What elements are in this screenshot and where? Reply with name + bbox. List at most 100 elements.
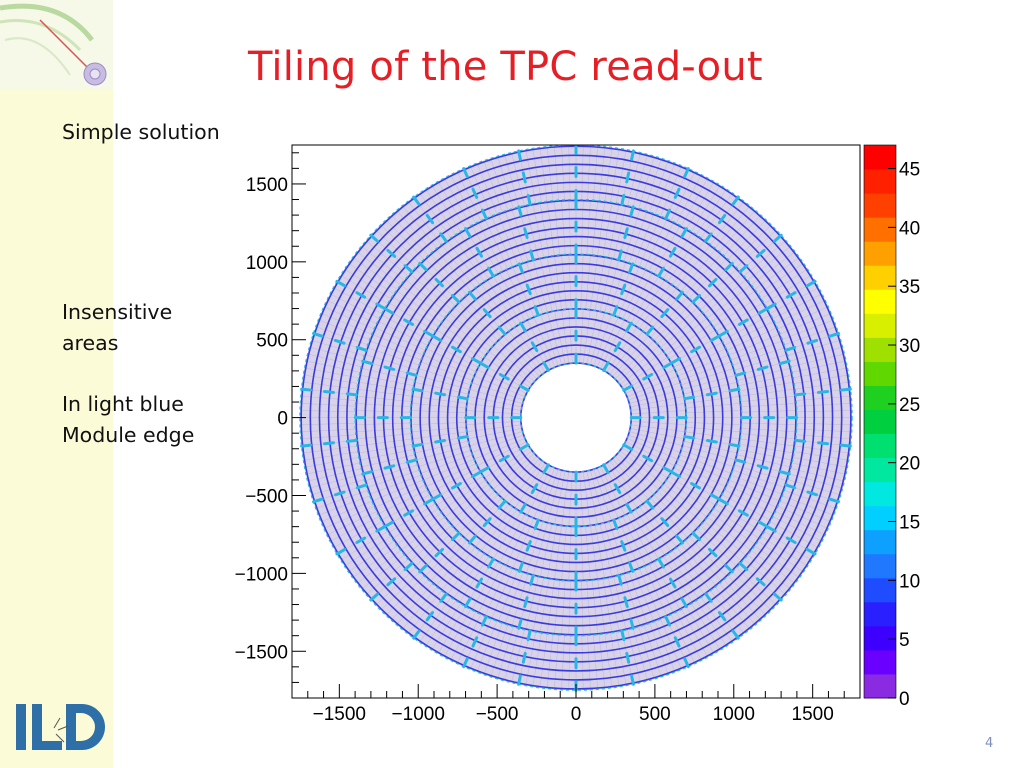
pad-division-line (525, 149, 536, 204)
x-tick-label: 500 (639, 704, 671, 725)
pad-division-line (431, 185, 461, 232)
pad-division-line (790, 353, 845, 367)
pad-division-line (710, 201, 745, 245)
pad-division-line (757, 540, 804, 573)
pad-division-line (610, 148, 620, 203)
colorbar-frame (863, 144, 897, 699)
module-edge (431, 470, 482, 501)
pad-division-line (299, 410, 356, 413)
pad-division-line (782, 319, 834, 340)
pad-division-line (444, 177, 471, 227)
module-edge (734, 359, 791, 377)
pad-division-line (320, 500, 373, 523)
module-edge (717, 307, 769, 338)
pad-division-line (770, 521, 819, 548)
pad-division-line (419, 192, 452, 238)
pad-division-line (352, 257, 398, 290)
pad-division-line (796, 403, 852, 407)
pad-division-line (747, 554, 791, 590)
module-edge (691, 531, 734, 574)
module-edge (612, 262, 635, 317)
pad-division-line (787, 339, 841, 356)
x-tick-label: 0 (571, 704, 582, 725)
pad-division-line (793, 367, 848, 379)
pad-row-ring (373, 217, 779, 618)
note-simple-solution: Simple solution (62, 120, 220, 144)
pad-division-line (361, 245, 405, 281)
pad-division-line (299, 423, 356, 425)
pad-division-line (361, 554, 405, 590)
pad-division-line (525, 632, 536, 686)
pad-division-line (700, 192, 733, 238)
x-tick-label: 1000 (713, 704, 755, 725)
pad-division-line (598, 146, 606, 201)
module-edge (335, 525, 387, 556)
pad-division-line (587, 145, 591, 200)
module-edge (519, 463, 550, 514)
pad-division-line (326, 300, 377, 324)
pad-division-line (391, 214, 429, 256)
pad-division-line (761, 268, 808, 299)
module-edge (369, 233, 414, 274)
colorbar-segment (864, 169, 896, 194)
pad-division-line (727, 575, 767, 616)
module-edge (620, 149, 635, 206)
pad-division-line (681, 177, 708, 227)
pad-division-line (554, 145, 559, 201)
module-edge (704, 592, 740, 640)
pad-division-line (318, 319, 370, 340)
y-tick-label: −1000 (235, 564, 288, 585)
module-edge (784, 331, 841, 352)
pad-division-line (456, 171, 482, 221)
pad-division-line (302, 445, 358, 454)
module-edge (617, 205, 635, 262)
note-areas: areas (62, 331, 119, 355)
pad-division-line (532, 632, 542, 687)
detector-sketch-icon (0, 3, 107, 86)
pad-division-line (787, 479, 841, 496)
pad-division-line (483, 623, 503, 675)
colorbar-tick-label: 30 (899, 336, 920, 357)
module-edge (691, 261, 734, 304)
pad-division-line (732, 224, 772, 264)
pad-division-line (681, 609, 708, 658)
pad-division-line (476, 163, 498, 215)
pad-division-line (736, 567, 777, 606)
module-edge (794, 438, 853, 448)
pad-division-line (320, 313, 373, 335)
module-edge (517, 574, 535, 630)
pad-division-line (450, 611, 476, 661)
pad-division-line (303, 451, 358, 461)
pad-division-line (309, 473, 363, 489)
colorbar-segment (864, 385, 896, 410)
pad-division-line (593, 635, 598, 690)
pad-division-line (632, 628, 648, 681)
pad-division-line (649, 623, 669, 675)
pad-division-line (348, 263, 395, 295)
pad-division-line (323, 306, 375, 330)
colorbar-segment (864, 409, 896, 435)
pad-division-line (300, 428, 356, 433)
module-edge (383, 497, 435, 529)
note-light-blue: In light blue (62, 392, 184, 416)
colorbar-segment (864, 673, 896, 699)
pad-division-line (670, 171, 696, 221)
pad-division-line (490, 624, 508, 677)
module-edge (670, 470, 721, 501)
module-edge (412, 592, 448, 640)
module-edge (335, 279, 387, 311)
pad-division-line (504, 154, 520, 208)
colorbar-tick-label: 15 (899, 513, 920, 534)
module-edge (765, 525, 817, 556)
tpc-disk (299, 145, 853, 692)
module-edge (738, 562, 783, 602)
pad-division-line (593, 145, 598, 201)
pad-division-line (598, 634, 606, 689)
module-edge (717, 497, 769, 529)
pad-division-line (616, 149, 627, 204)
colorbar-tick-label: 35 (899, 277, 920, 298)
pad-division-line (676, 174, 702, 224)
module-edge (670, 334, 721, 365)
pad-division-line (670, 614, 696, 664)
pad-division-line (649, 160, 669, 213)
